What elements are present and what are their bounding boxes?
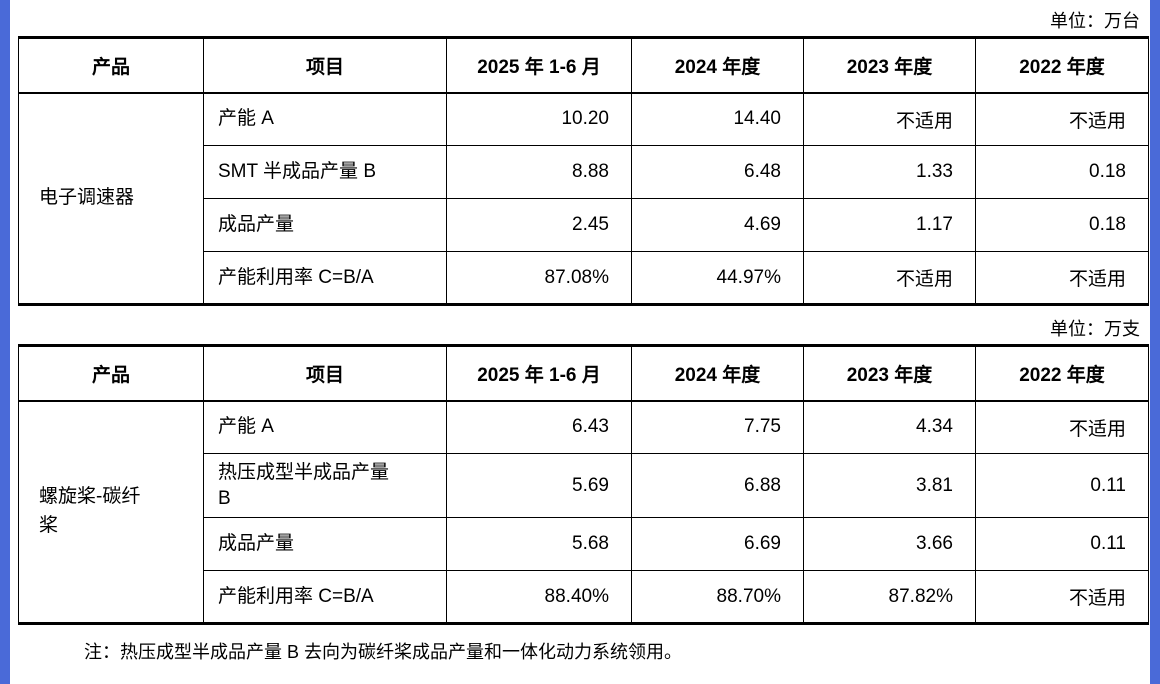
value-cell: 不适用: [975, 570, 1149, 625]
header-row: 产品 项目 2025 年 1-6 月 2024 年度 2023 年度 2022 …: [18, 37, 1149, 94]
value-cell: 88.40%: [446, 570, 632, 625]
table-row: 成品产量 5.68 6.69 3.66 0.11: [19, 517, 1149, 572]
col-header-2024: 2024 年度: [631, 37, 804, 94]
value-cell: 44.97%: [631, 251, 804, 305]
table-row: SMT 半成品产量 B 8.88 6.48 1.33 0.18: [19, 145, 1149, 199]
item-cell: 产能 A: [203, 92, 447, 146]
value-cell: 4.34: [803, 400, 976, 454]
value-cell: 87.08%: [446, 251, 632, 305]
page-left-blue-edge: [0, 0, 10, 684]
table-row: 电子调速器 产能 A 10.20 14.40 不适用 不适用: [18, 92, 1149, 305]
table-row: 产能利用率 C=B/A 87.08% 44.97% 不适用 不适用: [19, 251, 1149, 305]
value-cell: 5.69: [446, 452, 632, 519]
col-header-item: 项目: [203, 345, 447, 402]
footnote: 注：热压成型半成品产量 B 去向为碳纤桨成品产量和一体化动力系统领用。: [84, 642, 683, 663]
unit-label-1: 单位：万台: [1050, 11, 1140, 31]
capacity-table-esc: 产品 项目 2025 年 1-6 月 2024 年度 2023 年度 2022 …: [18, 36, 1149, 306]
col-header-2023: 2023 年度: [803, 37, 976, 94]
value-cell: 14.40: [631, 92, 804, 146]
table-row: 螺旋桨-碳纤桨 产能 A 6.43 7.75 4.34 不适用: [18, 399, 1149, 625]
col-header-2023: 2023 年度: [803, 345, 976, 402]
header-row: 产品 项目 2025 年 1-6 月 2024 年度 2023 年度 2022 …: [18, 345, 1149, 402]
col-header-2024: 2024 年度: [631, 345, 804, 402]
value-cell: 1.33: [803, 145, 976, 199]
item-cell: 成品产量: [203, 198, 447, 252]
value-cell: 10.20: [446, 92, 632, 146]
table-row: 成品产量 2.45 4.69 1.17 0.18: [19, 198, 1149, 252]
value-cell: 3.66: [803, 517, 976, 572]
col-header-2022: 2022 年度: [975, 345, 1149, 402]
value-cell: 不适用: [975, 92, 1149, 146]
value-cell: 6.69: [631, 517, 804, 572]
value-cell: 0.18: [975, 198, 1149, 252]
product-cell: 螺旋桨-碳纤桨: [18, 399, 204, 625]
table-row: 产能利用率 C=B/A 88.40% 88.70% 87.82% 不适用: [19, 570, 1149, 625]
value-cell: 7.75: [631, 400, 804, 454]
value-cell: 不适用: [803, 92, 976, 146]
item-cell: 产能 A: [203, 400, 447, 454]
col-header-item: 项目: [203, 37, 447, 94]
value-cell: 6.88: [631, 452, 804, 519]
document-content: 单位：万台 产品 项目 2025 年 1-6 月 2024 年度 2023 年度…: [18, 8, 1149, 664]
col-header-product: 产品: [18, 37, 204, 94]
item-cell: 热压成型半成品产量 B: [203, 452, 447, 519]
value-cell: 4.69: [631, 198, 804, 252]
col-header-2022: 2022 年度: [975, 37, 1149, 94]
item-cell: 产能利用率 C=B/A: [203, 570, 447, 625]
value-cell: 5.68: [446, 517, 632, 572]
col-header-2025h1: 2025 年 1-6 月: [446, 345, 632, 402]
item-cell: 产能利用率 C=B/A: [203, 251, 447, 305]
item-cell: 成品产量: [203, 517, 447, 572]
value-cell: 6.48: [631, 145, 804, 199]
value-cell: 3.81: [803, 452, 976, 519]
value-cell: 0.11: [975, 517, 1149, 572]
value-cell: 不适用: [803, 251, 976, 305]
value-cell: 2.45: [446, 198, 632, 252]
value-cell: 88.70%: [631, 570, 804, 625]
value-cell: 87.82%: [803, 570, 976, 625]
product-cell: 电子调速器: [18, 92, 204, 305]
unit-label-2: 单位：万支: [1050, 319, 1140, 339]
table-row: 热压成型半成品产量 B 5.69 6.88 3.81 0.11: [19, 452, 1149, 519]
col-header-product: 产品: [18, 345, 204, 402]
item-cell: SMT 半成品产量 B: [203, 145, 447, 199]
value-cell: 不适用: [975, 400, 1149, 454]
page-right-blue-edge: [1150, 0, 1160, 684]
capacity-table-propeller: 产品 项目 2025 年 1-6 月 2024 年度 2023 年度 2022 …: [18, 344, 1149, 626]
value-cell: 6.43: [446, 400, 632, 454]
col-header-2025h1: 2025 年 1-6 月: [446, 37, 632, 94]
value-cell: 0.11: [975, 452, 1149, 519]
value-cell: 不适用: [975, 251, 1149, 305]
value-cell: 8.88: [446, 145, 632, 199]
value-cell: 1.17: [803, 198, 976, 252]
value-cell: 0.18: [975, 145, 1149, 199]
